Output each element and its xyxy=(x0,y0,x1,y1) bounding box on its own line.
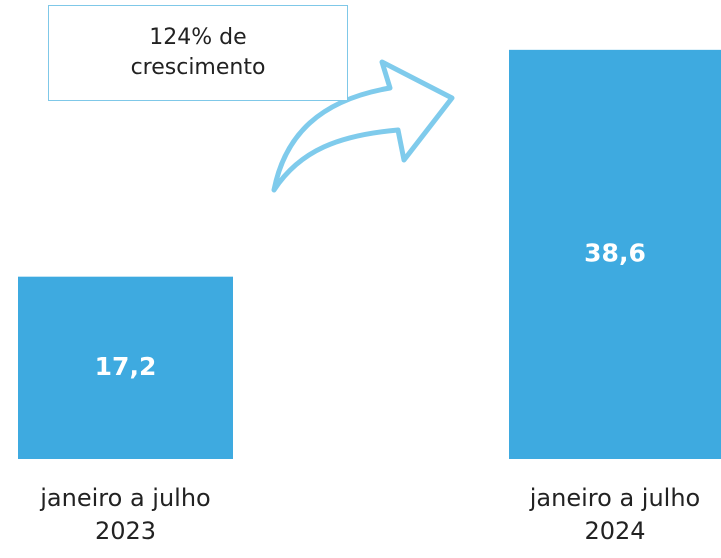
annotation: 124% de crescimento xyxy=(48,5,348,101)
category-label: janeiro a julho 2023 xyxy=(40,484,211,545)
value-label: 38,6 xyxy=(584,238,646,267)
category-label: janeiro a julho 2024 xyxy=(529,484,701,545)
value-label: 17,2 xyxy=(95,352,157,381)
growth-arrow xyxy=(271,59,455,193)
bar xyxy=(18,276,233,459)
bar xyxy=(509,49,721,460)
